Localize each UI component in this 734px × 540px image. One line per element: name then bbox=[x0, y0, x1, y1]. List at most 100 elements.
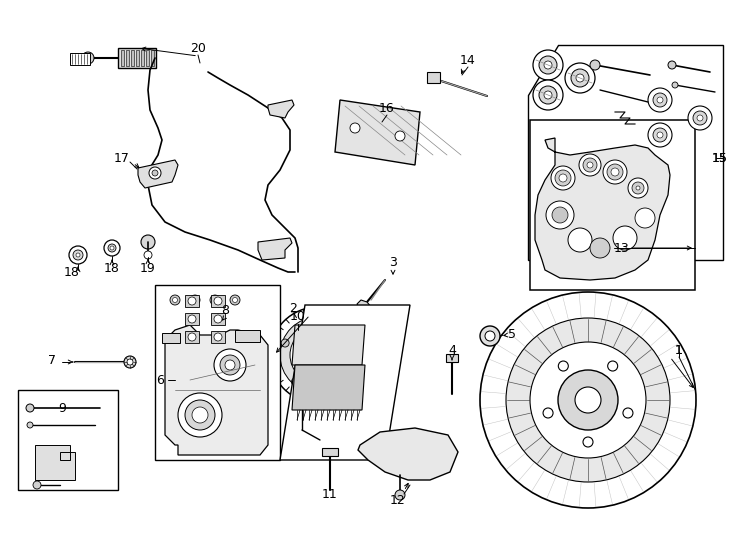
Polygon shape bbox=[292, 325, 365, 365]
Circle shape bbox=[225, 360, 235, 370]
Circle shape bbox=[144, 251, 152, 259]
Circle shape bbox=[332, 321, 340, 329]
Text: 18: 18 bbox=[64, 266, 80, 279]
Polygon shape bbox=[35, 445, 75, 480]
Circle shape bbox=[565, 63, 595, 93]
Bar bbox=[151, 50, 154, 66]
Circle shape bbox=[579, 154, 601, 176]
Circle shape bbox=[583, 158, 597, 172]
Circle shape bbox=[291, 378, 299, 386]
Bar bbox=[136, 50, 139, 66]
Polygon shape bbox=[258, 238, 292, 260]
Circle shape bbox=[648, 123, 672, 147]
Text: 10: 10 bbox=[290, 310, 306, 323]
Polygon shape bbox=[335, 100, 420, 165]
Circle shape bbox=[533, 50, 563, 80]
Circle shape bbox=[693, 111, 707, 125]
Text: 15: 15 bbox=[712, 152, 728, 165]
Text: 8: 8 bbox=[221, 303, 229, 316]
Circle shape bbox=[210, 295, 220, 305]
Circle shape bbox=[281, 339, 289, 347]
Polygon shape bbox=[427, 72, 440, 83]
Bar bbox=[162, 333, 180, 343]
Circle shape bbox=[555, 170, 571, 186]
Polygon shape bbox=[138, 160, 178, 188]
Bar bbox=[18, 390, 118, 490]
Text: 1: 1 bbox=[675, 343, 683, 356]
Circle shape bbox=[697, 115, 703, 121]
Circle shape bbox=[608, 361, 618, 371]
Text: 12: 12 bbox=[390, 494, 406, 507]
Circle shape bbox=[583, 437, 593, 447]
Text: 4: 4 bbox=[448, 343, 456, 356]
Circle shape bbox=[110, 246, 114, 250]
Circle shape bbox=[192, 298, 197, 302]
Circle shape bbox=[635, 208, 655, 228]
Text: 5: 5 bbox=[508, 328, 516, 341]
Text: 6: 6 bbox=[156, 374, 164, 387]
Bar bbox=[530, 120, 695, 290]
Text: 7: 7 bbox=[48, 354, 56, 367]
Text: 20: 20 bbox=[190, 42, 206, 55]
Bar bbox=[155, 285, 280, 460]
Circle shape bbox=[587, 162, 593, 168]
Circle shape bbox=[188, 315, 196, 323]
Circle shape bbox=[688, 106, 712, 130]
Circle shape bbox=[214, 333, 222, 341]
Circle shape bbox=[312, 349, 324, 361]
Bar bbox=[146, 50, 149, 66]
Circle shape bbox=[552, 207, 568, 223]
Circle shape bbox=[611, 168, 619, 176]
Circle shape bbox=[280, 317, 356, 393]
Circle shape bbox=[575, 387, 601, 413]
Circle shape bbox=[653, 93, 667, 107]
Circle shape bbox=[69, 246, 87, 264]
Bar bbox=[141, 50, 144, 66]
Circle shape bbox=[108, 244, 116, 252]
Circle shape bbox=[270, 307, 366, 403]
Circle shape bbox=[607, 164, 623, 180]
Circle shape bbox=[657, 97, 663, 103]
Bar bbox=[185, 331, 199, 343]
Circle shape bbox=[306, 343, 330, 367]
Circle shape bbox=[672, 82, 678, 88]
Circle shape bbox=[298, 335, 338, 375]
Circle shape bbox=[623, 408, 633, 418]
Circle shape bbox=[546, 201, 574, 229]
Bar bbox=[121, 50, 124, 66]
Bar bbox=[70, 53, 90, 65]
Circle shape bbox=[395, 131, 405, 141]
Circle shape bbox=[214, 297, 222, 305]
Circle shape bbox=[192, 407, 208, 423]
Bar bbox=[211, 313, 225, 325]
Circle shape bbox=[539, 86, 557, 104]
Circle shape bbox=[648, 88, 672, 112]
Circle shape bbox=[190, 295, 200, 305]
Bar bbox=[118, 48, 156, 68]
Bar bbox=[131, 50, 134, 66]
Bar bbox=[235, 330, 260, 342]
Circle shape bbox=[544, 61, 552, 69]
Circle shape bbox=[558, 370, 618, 430]
Circle shape bbox=[576, 74, 584, 82]
Bar bbox=[211, 295, 225, 307]
Polygon shape bbox=[280, 305, 410, 460]
Text: 13: 13 bbox=[614, 241, 630, 254]
Circle shape bbox=[170, 295, 180, 305]
Text: 2: 2 bbox=[289, 301, 297, 314]
Polygon shape bbox=[165, 325, 268, 455]
Circle shape bbox=[603, 160, 627, 184]
Circle shape bbox=[530, 342, 646, 458]
Bar bbox=[126, 50, 129, 66]
Circle shape bbox=[544, 91, 552, 99]
Text: 17: 17 bbox=[114, 152, 130, 165]
Polygon shape bbox=[357, 300, 372, 312]
Circle shape bbox=[395, 490, 405, 500]
Polygon shape bbox=[358, 428, 458, 480]
Text: 3: 3 bbox=[389, 256, 397, 269]
Circle shape bbox=[127, 359, 133, 365]
Text: 11: 11 bbox=[322, 489, 338, 502]
Polygon shape bbox=[268, 100, 294, 118]
Circle shape bbox=[233, 298, 238, 302]
Circle shape bbox=[657, 132, 663, 138]
